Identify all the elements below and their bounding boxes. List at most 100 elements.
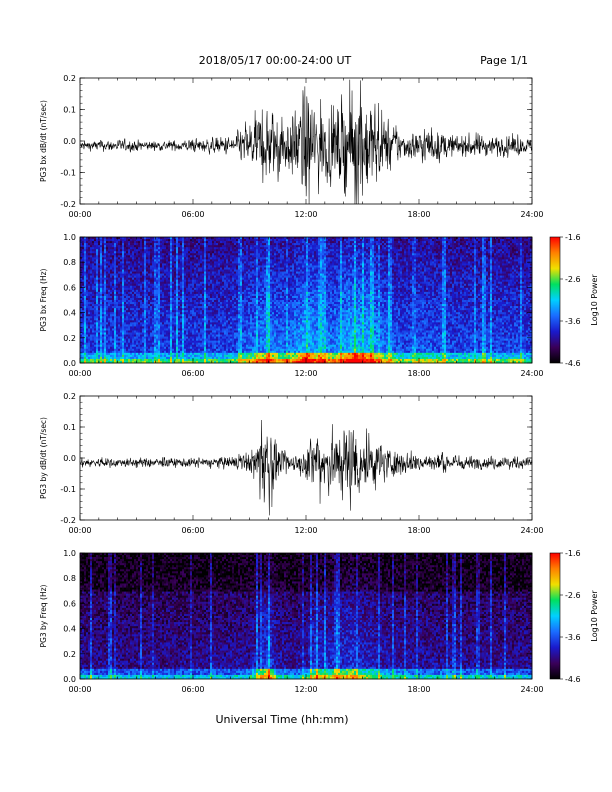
spectrogram-cell xyxy=(164,245,167,248)
spectrogram-cell xyxy=(144,328,147,331)
spectrogram-cell xyxy=(188,310,191,313)
spectrogram-cell xyxy=(112,352,115,356)
spectrogram-cell xyxy=(200,287,203,291)
spectrogram-cell xyxy=(218,259,221,262)
spectrogram-cell xyxy=(190,243,193,246)
spectrogram-cell xyxy=(184,285,187,289)
spectrogram-cell xyxy=(156,310,159,313)
spectrogram-cell xyxy=(190,271,193,274)
spectrogram-cell xyxy=(82,273,85,276)
spectrogram-cell xyxy=(230,332,233,335)
spectrogram-cell xyxy=(236,253,239,256)
spectrogram-cell xyxy=(88,277,91,281)
spectrogram-cell xyxy=(170,320,173,323)
spectrogram-cell xyxy=(146,275,149,278)
spectrogram-cell xyxy=(104,273,107,276)
spectrogram-cell xyxy=(100,302,103,305)
spectrogram-cell xyxy=(110,257,113,260)
spectrogram-cell xyxy=(170,251,173,254)
waveform-trace xyxy=(79,79,533,205)
spectrogram-cell xyxy=(136,283,139,287)
spectrogram-cell xyxy=(96,312,99,315)
spectrogram-cell xyxy=(86,251,89,254)
spectrogram-cell xyxy=(204,336,207,339)
spectrogram-cell xyxy=(212,239,215,242)
spectrogram-cell xyxy=(90,267,93,270)
spectrogram-cell xyxy=(84,302,87,305)
spectrogram-cell xyxy=(208,251,211,254)
spectrogram-cell xyxy=(188,336,191,339)
spectrogram-cell xyxy=(120,283,123,287)
spectrogram-cell xyxy=(174,275,177,278)
spectrogram-cell xyxy=(152,318,155,321)
spectrogram-cell xyxy=(174,261,177,264)
spectrogram-cell xyxy=(206,308,209,311)
spectrogram-cell xyxy=(138,237,141,240)
spectrogram-cell xyxy=(224,330,227,333)
spectrogram-cell xyxy=(88,326,91,329)
spectrogram-cell xyxy=(96,316,99,319)
spectrogram-cell xyxy=(164,247,167,250)
spectrogram-cell xyxy=(206,312,209,315)
spectrogram-cell xyxy=(148,259,151,262)
spectrogram-cell xyxy=(226,324,229,327)
spectrogram-cell xyxy=(118,352,121,356)
spectrogram-cell xyxy=(196,259,199,262)
spectrogram-cell xyxy=(90,332,93,335)
spectrogram-cell xyxy=(98,354,101,358)
spectrogram-cell xyxy=(222,267,225,270)
spectrogram-cell xyxy=(82,324,85,327)
spectrogram-cell xyxy=(192,277,195,281)
spectrogram-cell xyxy=(104,287,107,291)
spectrogram-cell xyxy=(190,316,193,319)
spectrogram-cell xyxy=(194,279,197,283)
spectrogram-cell xyxy=(104,316,107,319)
spectrogram-cell xyxy=(116,308,119,311)
spectrogram-cell xyxy=(90,350,93,354)
spectrogram-cell xyxy=(210,300,213,303)
spectrogram-cell xyxy=(126,330,129,333)
spectrogram-cell xyxy=(146,340,149,344)
spectrogram-cell xyxy=(130,253,133,256)
spectrogram-cell xyxy=(134,358,137,362)
spectrogram-cell xyxy=(142,354,145,358)
spectrogram-cell xyxy=(114,346,117,350)
spectrogram-cell xyxy=(90,239,93,242)
spectrogram-cell xyxy=(84,283,87,287)
spectrogram-cell xyxy=(114,310,117,313)
spectrogram-cell xyxy=(130,346,133,350)
spectrogram-cell xyxy=(88,253,91,256)
spectrogram-cell xyxy=(84,271,87,274)
spectrogram-cell xyxy=(114,249,117,252)
spectrogram-cell xyxy=(132,253,135,256)
spectrogram-cell xyxy=(184,358,187,362)
spectrogram-cell xyxy=(134,352,137,356)
spectrogram-cell xyxy=(90,352,93,356)
spectrogram-cell xyxy=(206,334,209,337)
spectrogram-cell xyxy=(100,267,103,270)
spectrogram-cell xyxy=(220,300,223,303)
spectrogram-cell xyxy=(148,293,151,297)
spectrogram-cell xyxy=(94,261,97,264)
spectrogram-cell xyxy=(100,360,103,364)
spectrogram-cell xyxy=(118,358,121,362)
spectrogram-cell xyxy=(144,281,147,285)
spectrogram-cell xyxy=(208,350,211,354)
spectrogram-cell xyxy=(186,289,189,293)
spectrogram-cell xyxy=(102,352,105,356)
spectrogram-cell xyxy=(92,283,95,287)
spectrogram-cell xyxy=(138,295,141,299)
spectrogram-cell xyxy=(82,328,85,331)
spectrogram-cell xyxy=(160,344,163,348)
spectrogram-cell xyxy=(118,330,121,333)
spectrogram-cell xyxy=(214,310,217,313)
spectrogram-cell xyxy=(180,251,183,254)
spectrogram-cell xyxy=(216,300,219,303)
spectrogram-cell xyxy=(102,306,105,309)
page-title: 2018/05/17 00:00-24:00 UT xyxy=(199,54,352,67)
spectrogram-cell xyxy=(128,239,131,242)
spectrogram-cell xyxy=(232,247,235,250)
spectrogram-cell xyxy=(158,308,161,311)
spectrogram-cell xyxy=(182,273,185,276)
spectrogram-cell xyxy=(128,251,131,254)
